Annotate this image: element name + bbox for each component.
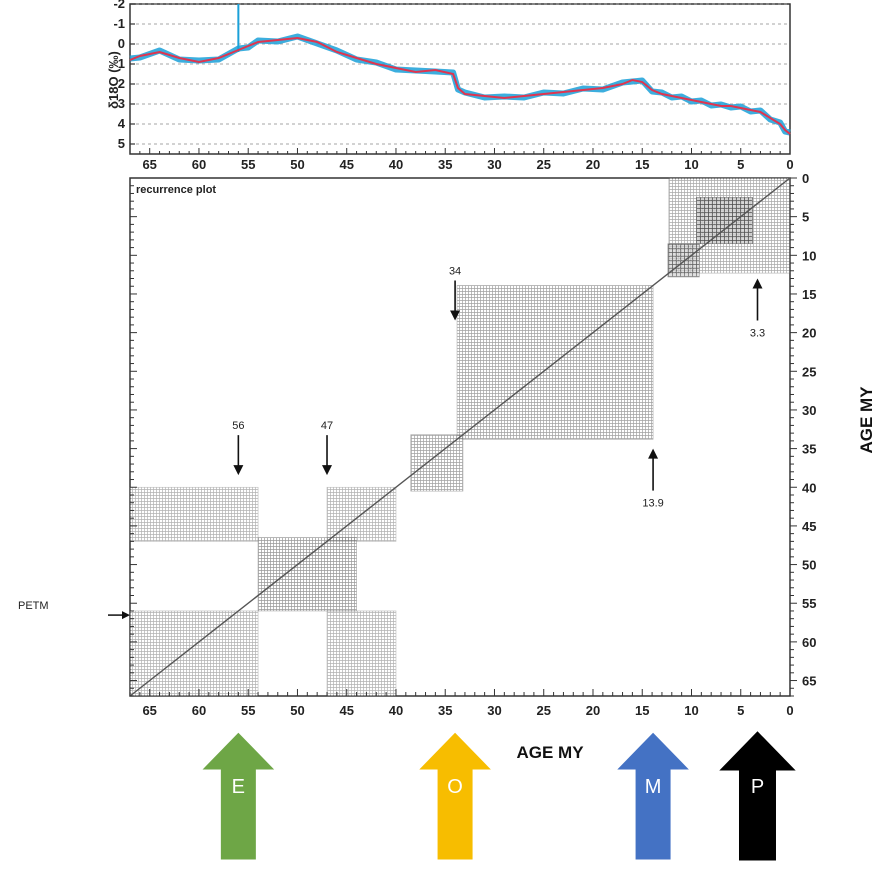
top-x-tick-label: 30 (487, 157, 501, 172)
top-y-tick-label: 5 (118, 136, 125, 151)
recurrence-x-tick-label: 30 (487, 703, 501, 718)
recurrence-panel: recurrence plot 051015202530354045505560… (18, 171, 876, 762)
recurrence-y-tick-label: 15 (802, 287, 816, 302)
top-y-axis-label: δ18O (‰) (106, 51, 121, 109)
recurrence-y-tick-label: 20 (802, 326, 816, 341)
top-x-tick-label: 65 (142, 157, 156, 172)
top-x-tick-label: 45 (339, 157, 353, 172)
recurrence-block (410, 434, 464, 492)
annotation-label: 47 (321, 420, 333, 432)
bottom-axis-label: AGE MY (516, 743, 584, 762)
recurrence-x-tick-label: 65 (142, 703, 156, 718)
top-y-tick-label: -1 (113, 16, 125, 31)
annotation-arrow-head (752, 278, 763, 289)
top-x-tick-label: 10 (684, 157, 698, 172)
recurrence-y-tick-label: 35 (802, 442, 816, 457)
top-x-tick-label: 15 (635, 157, 649, 172)
recurrence-y-tick-label: 50 (802, 558, 816, 573)
smoothed-curve (129, 36, 791, 135)
epoch-arrow (200, 731, 277, 861)
top-x-tick-label: 5 (737, 157, 744, 172)
petm-arrow-head (122, 611, 130, 620)
top-x-tick-label: 20 (586, 157, 600, 172)
recurrence-x-tick-label: 55 (241, 703, 255, 718)
recurrence-x-tick-label: 10 (684, 703, 698, 718)
recurrence-y-ticks: 0 5 10 15 20 25 30 35 40 45 50 55 60 65 (130, 171, 816, 697)
recurrence-block (696, 197, 753, 245)
epoch-arrow-letter: O (447, 776, 463, 798)
recurrence-x-tick-label: 15 (635, 703, 649, 718)
annotation-label: 56 (232, 420, 244, 432)
top-x-tick-label: 55 (241, 157, 255, 172)
recurrence-diagonal (129, 177, 791, 697)
recurrence-x-tick-label: 40 (389, 703, 403, 718)
recurrence-y-tick-label: 40 (802, 480, 816, 495)
recurrence-x-tick-label: 25 (536, 703, 550, 718)
recurrence-annotations: 56 47 34 13.9 3.3 PETM (18, 266, 765, 620)
top-x-tick-label: 40 (389, 157, 403, 172)
recurrence-block (667, 243, 700, 278)
top-y-tick-label: 2 (118, 76, 125, 91)
top-x-tick-label: 0 (786, 157, 793, 172)
top-x-tick-label: 35 (438, 157, 452, 172)
top-y-tick-label: 3 (118, 96, 125, 111)
top-y-tick-label: 1 (118, 56, 125, 71)
epoch-arrow (719, 731, 796, 861)
annotation-arrow-head (648, 448, 659, 459)
epoch-arrow (614, 731, 692, 861)
recurrence-block (129, 486, 259, 542)
recurrence-block (326, 610, 397, 697)
top-plot-frame (129, 3, 791, 155)
top-y-tick-label: -2 (113, 0, 125, 11)
recurrence-y-tick-label: 55 (802, 596, 816, 611)
recurrence-blocks (129, 177, 791, 697)
recurrence-x-tick-label: 20 (586, 703, 600, 718)
recurrence-y-tick-label: 30 (802, 403, 816, 418)
top-y-ticks: -2 -1 0 1 2 3 4 5 (113, 0, 135, 151)
annotation-arrow-head (322, 465, 333, 476)
right-axis-label: AGE MY (857, 386, 876, 454)
epoch-arrow-letter: P (751, 776, 764, 798)
recurrence-x-tick-label: 60 (192, 703, 206, 718)
annotation-arrow-head (233, 465, 244, 476)
recurrence-block (257, 537, 357, 612)
top-x-tick-label: 60 (192, 157, 206, 172)
recurrence-x-tick-label: 0 (786, 703, 793, 718)
petm-label: PETM (18, 600, 49, 612)
recurrence-y-tick-label: 45 (802, 519, 816, 534)
recurrence-x-tick-label: 35 (438, 703, 452, 718)
top-y-tick-label: 4 (118, 116, 126, 131)
annotation-label: 13.9 (642, 498, 663, 510)
recurrence-y-tick-label: 5 (802, 210, 809, 225)
recurrence-plot-title: recurrence plot (136, 184, 216, 196)
top-x-ticks: 65 60 55 50 45 40 35 30 25 20 15 10 5 0 (129, 148, 794, 172)
top-grid (130, 3, 790, 145)
epoch-arrow-letter: E (232, 776, 245, 798)
recurrence-y-tick-label: 65 (802, 674, 816, 689)
recurrence-x-tick-label: 50 (290, 703, 304, 718)
top-x-tick-label: 25 (536, 157, 550, 172)
recurrence-block (129, 610, 259, 697)
recurrence-x-tick-label: 45 (339, 703, 353, 718)
annotation-arrow-head (450, 310, 461, 321)
recurrence-y-tick-label: 25 (802, 364, 816, 379)
top-y-tick-label: 0 (118, 36, 125, 51)
annotation-label: 34 (449, 266, 461, 278)
recurrence-x-tick-label: 5 (737, 703, 744, 718)
top-x-tick-label: 50 (290, 157, 304, 172)
recurrence-y-tick-label: 10 (802, 248, 816, 263)
epoch-arrow (416, 731, 494, 861)
annotation-label: 3.3 (750, 328, 765, 340)
recurrence-x-ticks: 65 60 55 50 45 40 35 30 25 20 15 10 5 0 (129, 689, 794, 718)
recurrence-y-tick-label: 0 (802, 171, 809, 186)
epoch-arrow-letter: M (645, 776, 662, 798)
recurrence-y-tick-label: 60 (802, 635, 816, 650)
